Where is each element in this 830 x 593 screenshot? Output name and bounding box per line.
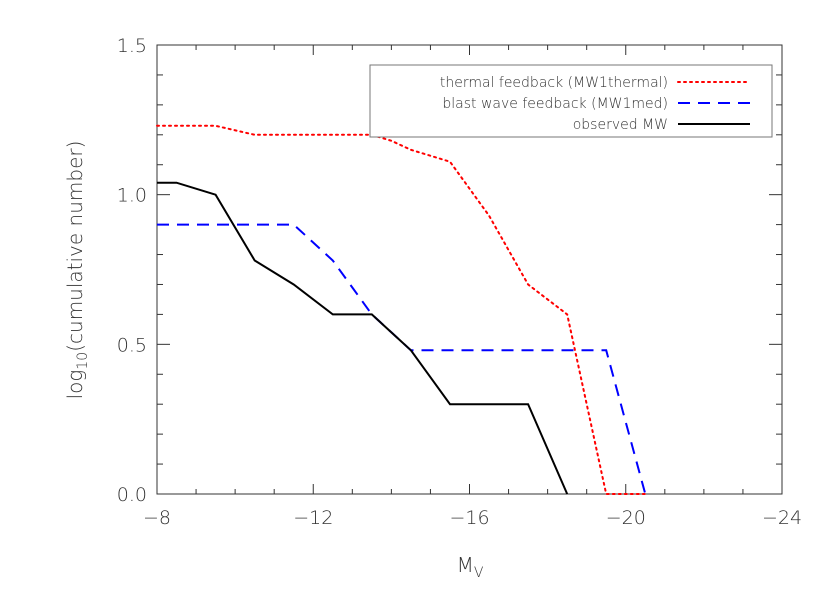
y-axis-label: log10(cumulative number) xyxy=(63,141,91,400)
y-tick-label: 1.0 xyxy=(117,185,147,207)
series-line-2 xyxy=(157,223,647,495)
axis-ticks: −8 −12 −16 −20 −24 0.0 0.5 1.0 1.5 xyxy=(117,35,802,529)
series-lines xyxy=(156,124,647,495)
series-line-1 xyxy=(156,124,647,495)
x-tick-label: −24 xyxy=(762,507,802,529)
x-tick-label: −20 xyxy=(606,507,646,529)
x-tick-label: −8 xyxy=(143,507,171,529)
y-tick-label: 1.5 xyxy=(117,35,147,57)
y-tick-label: 0.5 xyxy=(117,334,147,356)
x-tick-label: −12 xyxy=(293,507,333,529)
y-tick-label: 0.0 xyxy=(117,484,147,506)
x-axis-label: MV xyxy=(457,553,484,581)
x-tick-label: −16 xyxy=(449,507,489,529)
legend-label: blast wave feedback (MW1med) xyxy=(442,96,668,112)
legend-label: thermal feedback (MW1thermal) xyxy=(440,75,668,91)
legend-label: observed MW xyxy=(573,117,668,133)
legend: thermal feedback (MW1thermal) blast wave … xyxy=(369,64,773,138)
series-line-3 xyxy=(157,181,569,495)
